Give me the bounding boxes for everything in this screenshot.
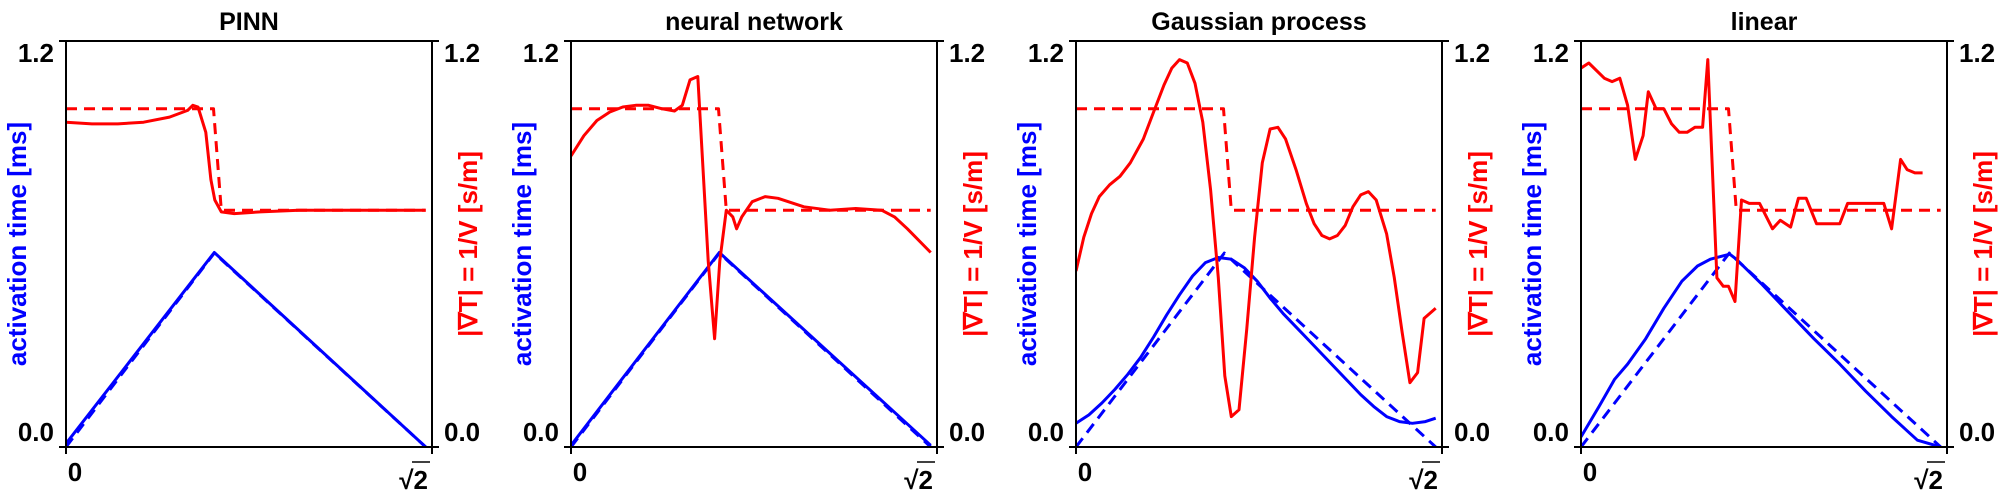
plot-area [571,75,932,447]
y-left-axis-label: activation time [ms] [2,122,32,366]
activation-predicted-line [66,251,427,447]
gradient-true-line [1076,107,1436,212]
plot-area [1076,58,1437,447]
y-right-tick-bottom: 0.0 [1454,417,1490,447]
y-left-tick-bottom: 0.0 [1533,417,1569,447]
plot-area [1581,58,1942,447]
y-right-tick-bottom: 0.0 [1959,417,1995,447]
plot-area [66,103,427,447]
y-left-tick-top: 1.2 [1533,38,1569,68]
panel-title: PINN [219,8,279,36]
gradient-predicted-line [1581,58,1923,303]
gradient-true-line [571,107,931,212]
panel-gaussian-process: Gaussian process 1.2 0.0 1.2 0.0 0 √2 activati… [1012,8,1493,495]
y-left-axis-label: activation time [ms] [1517,122,1547,366]
y-right-tick-top: 1.2 [949,38,985,68]
axes-frame [1075,40,1443,448]
activation-predicted-line [1581,252,1942,447]
x-tick-label-sqrt2: √2 [1409,465,1438,495]
y-left-axis-label: activation time [ms] [1012,122,1042,366]
activation-predicted-line [1076,256,1437,425]
gradient-predicted-line [1076,58,1437,419]
panel-neural-network: neural network 1.2 0.0 1.2 0.0 0 √2 activation… [507,8,988,495]
x-tick-label-sqrt2: √2 [399,465,428,495]
axes-frame [1580,40,1948,448]
x-tick-label-sqrt2: √2 [904,465,933,495]
y-right-tick-top: 1.2 [1454,38,1490,68]
y-left-axis-label: activation time [ms] [507,122,537,366]
y-left-tick-bottom: 0.0 [18,417,54,447]
y-left-tick-bottom: 0.0 [523,417,559,447]
y-right-tick-top: 1.2 [444,38,480,68]
y-right-tick-bottom: 0.0 [949,417,985,447]
axes-frame [65,40,433,448]
y-right-axis-label: |∇T| = 1/V [s/m] [453,151,483,337]
x-tick-label-sqrt2: √2 [1914,465,1943,495]
y-right-tick-bottom: 0.0 [444,417,480,447]
axes-frame [570,40,938,448]
panel-linear: linear 1.2 0.0 1.2 0.0 0 √2 activation time [m… [1517,8,1998,495]
x-tick-label-0: 0 [68,457,82,487]
gradient-predicted-line [66,103,426,216]
y-right-axis-label: |∇T| = 1/V [s/m] [958,151,988,337]
panel-title: linear [1731,8,1798,36]
y-left-tick-top: 1.2 [18,38,54,68]
x-tick-label-0: 0 [1078,457,1092,487]
y-left-tick-bottom: 0.0 [1028,417,1064,447]
y-right-axis-label: |∇T| = 1/V [s/m] [1463,151,1493,337]
x-tick-label-0: 0 [1583,457,1597,487]
y-right-tick-top: 1.2 [1959,38,1995,68]
gradient-predicted-line [571,75,932,341]
y-left-tick-top: 1.2 [523,38,559,68]
activation-predicted-line [571,251,932,447]
activation-true-line [1076,251,1437,447]
x-tick-label-0: 0 [573,457,587,487]
panel-title: neural network [665,8,843,36]
y-left-tick-top: 1.2 [1028,38,1064,68]
panel-title: Gaussian process [1151,8,1366,36]
panel-pinn: PINN 1.2 0.0 1.2 0.0 0 √2 activation time [ms]… [2,8,483,495]
y-right-axis-label: |∇T| = 1/V [s/m] [1968,151,1998,337]
